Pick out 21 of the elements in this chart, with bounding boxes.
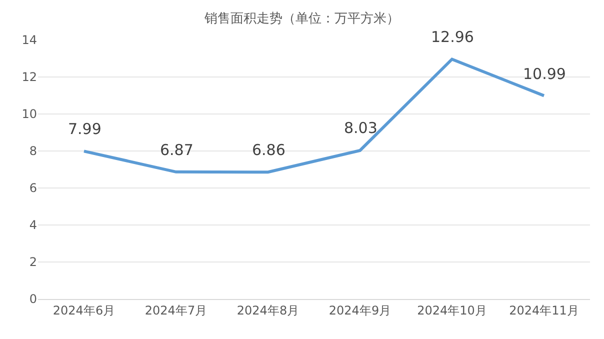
- x-tick-label: 2024年11月: [509, 303, 579, 318]
- data-label: 7.99: [68, 120, 102, 138]
- x-tick-label: 2024年6月: [52, 303, 116, 318]
- y-tick-label: 6: [29, 181, 37, 196]
- x-tick-label: 2024年9月: [328, 303, 392, 318]
- y-tick-label: 10: [22, 107, 37, 122]
- data-label: 10.99: [523, 65, 566, 83]
- data-label: 6.87: [160, 141, 194, 159]
- x-tick-label: 2024年8月: [236, 303, 300, 318]
- data-label: 8.03: [344, 119, 378, 137]
- y-tick-label: 8: [29, 144, 37, 158]
- y-tick-label: 4: [29, 218, 37, 232]
- data-label: 12.96: [431, 28, 474, 46]
- chart-title: 销售面积走势（单位：万平方米）: [204, 10, 400, 27]
- x-tick-label: 2024年10月: [417, 303, 487, 318]
- y-tick-label: 14: [22, 33, 37, 48]
- y-tick-label: 0: [29, 292, 37, 306]
- x-tick-label: 2024年7月: [144, 303, 208, 318]
- y-tick-label: 2: [29, 255, 37, 270]
- y-tick-label: 12: [22, 70, 37, 84]
- data-label: 6.86: [252, 141, 286, 159]
